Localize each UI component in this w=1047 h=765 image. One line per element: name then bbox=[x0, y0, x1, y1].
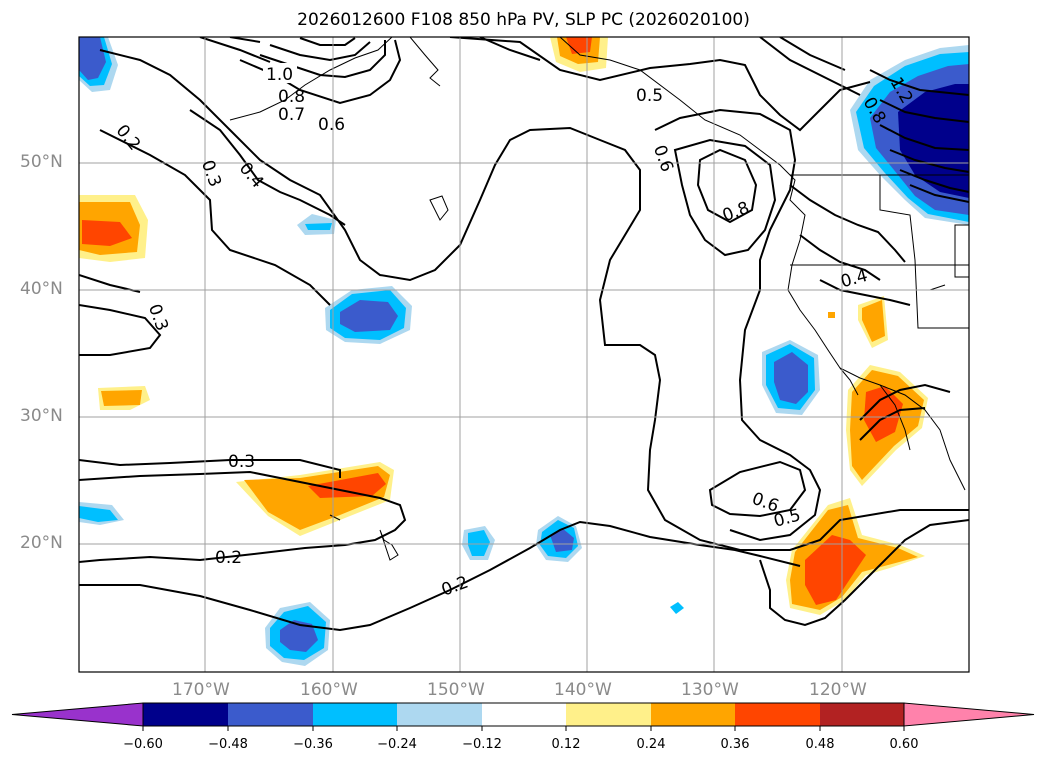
lat-label: 20°N bbox=[20, 533, 63, 553]
pv-negative-areas bbox=[79, 37, 969, 666]
graticule bbox=[79, 37, 969, 672]
colorbar-tick-label: 0.36 bbox=[720, 737, 750, 752]
colorbar-bin bbox=[651, 703, 737, 726]
pv-positive-areas bbox=[79, 37, 928, 615]
map-title: 2026012600 F108 850 hPa PV, SLP PC (2026… bbox=[297, 10, 750, 30]
contour-label: 0.2 bbox=[215, 548, 242, 568]
lon-label: 140°W bbox=[554, 680, 612, 700]
colorbar-tick-label: 0.48 bbox=[805, 737, 835, 752]
contour-label: 0.3 bbox=[228, 452, 255, 472]
colorbar-tick-label: −0.36 bbox=[293, 737, 333, 752]
colorbar-bin bbox=[313, 703, 399, 726]
lon-label: 170°W bbox=[172, 680, 230, 700]
lon-label: 160°W bbox=[300, 680, 358, 700]
contour-label: 0.7 bbox=[278, 105, 305, 125]
lat-label: 40°N bbox=[20, 279, 63, 299]
contour-label: 1.0 bbox=[266, 65, 293, 85]
colorbar-bin bbox=[735, 703, 821, 726]
lon-label: 150°W bbox=[427, 680, 485, 700]
colorbar-bin bbox=[397, 703, 483, 726]
plot-frame bbox=[78, 36, 970, 673]
colorbar-tick-label: 0.24 bbox=[636, 737, 666, 752]
colorbar bbox=[11, 702, 1035, 731]
colorbar-tick-label: −0.24 bbox=[377, 737, 417, 752]
contour-label: 0.5 bbox=[636, 86, 663, 106]
lat-label: 30°N bbox=[20, 406, 63, 426]
contour-label: 0.6 bbox=[318, 115, 345, 135]
colorbar-bin bbox=[143, 703, 229, 726]
colorbar-bin bbox=[566, 703, 652, 726]
colorbar-bin bbox=[820, 703, 906, 726]
colorbar-extend-high bbox=[903, 702, 1035, 727]
colorbar-tick-label: 0.12 bbox=[551, 737, 581, 752]
lon-label: 130°W bbox=[681, 680, 739, 700]
contour-label: 0.8 bbox=[278, 87, 305, 107]
colorbar-tick-label: −0.48 bbox=[208, 737, 248, 752]
colorbar-tick-label: −0.12 bbox=[462, 737, 502, 752]
coastlines bbox=[229, 37, 969, 561]
slp-contours bbox=[79, 37, 969, 632]
lon-label: 120°W bbox=[809, 680, 867, 700]
colorbar-tick-label: −0.60 bbox=[123, 737, 163, 752]
colorbar-tick-label: 0.60 bbox=[889, 737, 919, 752]
colorbar-bin bbox=[482, 703, 568, 726]
colorbar-extend-low bbox=[11, 702, 144, 727]
colorbar-bin bbox=[228, 703, 314, 726]
lat-label: 50°N bbox=[20, 152, 63, 172]
